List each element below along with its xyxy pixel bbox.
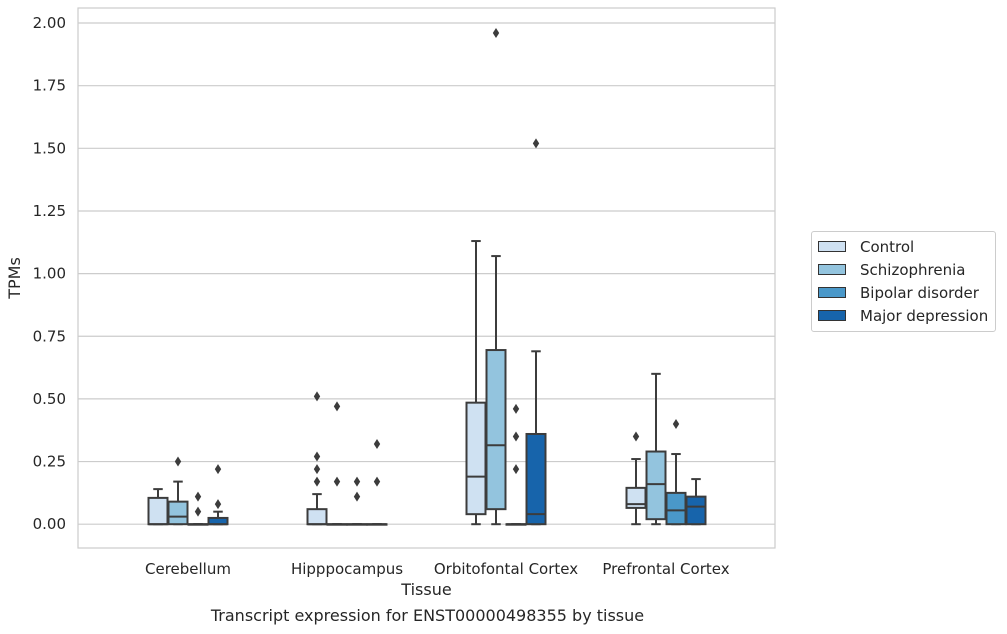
outlier-point bbox=[353, 491, 361, 502]
outliers bbox=[174, 28, 680, 517]
box-schizophrenia bbox=[485, 255, 507, 526]
legend-item-bipolar-disorder: Bipolar disorder bbox=[812, 281, 995, 304]
legend-item-control: Control bbox=[812, 235, 995, 258]
box-schizophrenia bbox=[645, 372, 667, 526]
legend: Control Schizophrenia Bipolar disorder M… bbox=[811, 231, 996, 332]
outlier-point bbox=[313, 391, 321, 402]
boxes bbox=[147, 240, 707, 526]
legend-item-major-depression: Major depression bbox=[812, 304, 995, 327]
outlier-point bbox=[194, 491, 202, 502]
outlier-point bbox=[532, 138, 540, 149]
outlier-point bbox=[373, 439, 381, 450]
box-control bbox=[625, 458, 647, 526]
box-body bbox=[306, 508, 328, 526]
legend-label-major-depression: Major depression bbox=[860, 306, 989, 325]
outlier-point bbox=[214, 464, 222, 475]
y-tick-label: 0.00 bbox=[33, 515, 66, 533]
box-schizophrenia bbox=[326, 523, 348, 526]
outlier-point bbox=[313, 451, 321, 462]
box-body bbox=[665, 491, 687, 526]
y-tick-label: 1.25 bbox=[33, 202, 66, 220]
box-bipolar-disorder bbox=[187, 523, 209, 526]
outlier-point bbox=[672, 418, 680, 429]
y-tick-label: 0.25 bbox=[33, 453, 66, 471]
x-axis-label: Tissue bbox=[400, 580, 451, 599]
legend-swatch-major-depression bbox=[818, 310, 846, 321]
box-control bbox=[147, 488, 169, 526]
box-major-depression bbox=[366, 523, 388, 526]
y-tick-label: 0.50 bbox=[33, 390, 66, 408]
outlier-point bbox=[174, 456, 182, 467]
outlier-point bbox=[512, 464, 520, 475]
y-axis-ticks: 0.00 0.25 0.50 0.75 1.00 1.25 1.50 1.75 2.00 bbox=[33, 14, 66, 533]
legend-label-schizophrenia: Schizophrenia bbox=[860, 260, 966, 279]
box-body bbox=[525, 432, 547, 526]
gridlines bbox=[78, 22, 775, 525]
legend-swatch-control bbox=[818, 241, 846, 252]
x-tick-label: Hipppocampus bbox=[291, 560, 403, 578]
box-major-depression bbox=[207, 510, 229, 526]
chart-caption: Transcript expression for ENST0000049835… bbox=[210, 606, 645, 625]
box-bipolar-disorder bbox=[665, 453, 687, 526]
box-schizophrenia bbox=[167, 480, 189, 526]
box-body bbox=[485, 349, 507, 511]
outlier-point bbox=[214, 499, 222, 510]
outlier-point bbox=[373, 476, 381, 487]
outlier-point bbox=[353, 476, 361, 487]
y-tick-label: 1.50 bbox=[33, 139, 66, 157]
outlier-point bbox=[194, 506, 202, 517]
x-tick-label: Cerebellum bbox=[145, 560, 231, 578]
legend-label-bipolar-disorder: Bipolar disorder bbox=[860, 283, 979, 302]
box-major-depression bbox=[685, 478, 707, 526]
box-body bbox=[167, 500, 189, 526]
y-axis-label: TPMs bbox=[5, 257, 24, 300]
outlier-point bbox=[313, 476, 321, 487]
box-body bbox=[147, 496, 169, 526]
box-bipolar-disorder bbox=[346, 523, 368, 526]
x-axis-ticks: Cerebellum Hipppocampus Orbitofontal Corte… bbox=[145, 560, 730, 578]
box-control bbox=[465, 240, 487, 526]
legend-swatch-schizophrenia bbox=[818, 264, 846, 275]
outlier-point bbox=[492, 28, 500, 39]
y-tick-label: 1.00 bbox=[33, 265, 66, 283]
legend-swatch-bipolar-disorder bbox=[818, 287, 846, 298]
legend-item-schizophrenia: Schizophrenia bbox=[812, 258, 995, 281]
outlier-point bbox=[632, 431, 640, 442]
outlier-point bbox=[313, 464, 321, 475]
outlier-point bbox=[333, 476, 341, 487]
legend-label-control: Control bbox=[860, 237, 915, 256]
outlier-point bbox=[512, 431, 520, 442]
outlier-point bbox=[512, 403, 520, 414]
y-tick-label: 2.00 bbox=[33, 14, 66, 32]
x-tick-label: Orbitofontal Cortex bbox=[434, 560, 578, 578]
x-tick-label: Prefrontal Cortex bbox=[602, 560, 729, 578]
box-body bbox=[465, 401, 487, 516]
outlier-point bbox=[333, 401, 341, 412]
y-tick-label: 1.75 bbox=[33, 77, 66, 95]
box-body bbox=[645, 450, 667, 521]
box-bipolar-disorder bbox=[505, 523, 527, 526]
box-control bbox=[306, 493, 328, 526]
box-major-depression bbox=[525, 350, 547, 526]
plot-frame bbox=[77, 7, 776, 549]
box-body bbox=[685, 495, 707, 526]
y-tick-label: 0.75 bbox=[33, 327, 66, 345]
